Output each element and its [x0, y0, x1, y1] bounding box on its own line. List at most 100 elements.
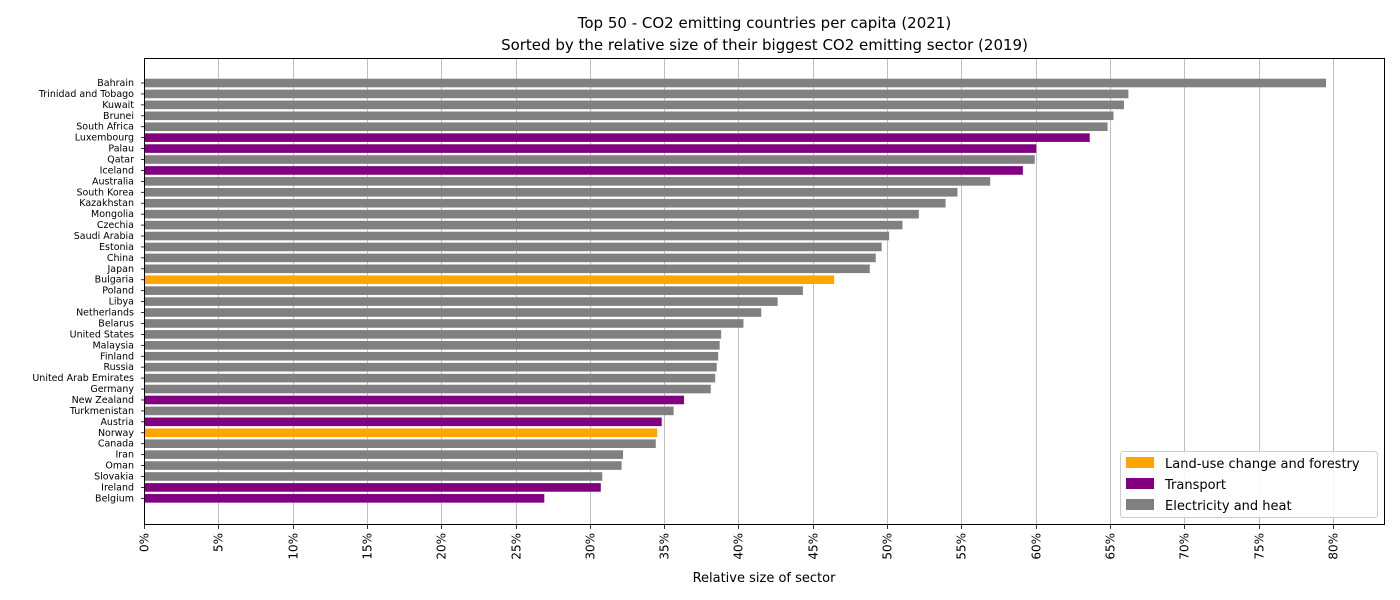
x-tick-label: 10%: [287, 533, 301, 560]
y-tick-label: Libya: [109, 297, 134, 308]
x-tick-label: 55%: [955, 533, 969, 560]
y-tick-label: South Korea: [76, 187, 134, 198]
bar: [144, 122, 1108, 132]
y-tick-label: Mongolia: [91, 209, 134, 220]
x-tick-label: 65%: [1104, 533, 1118, 560]
legend-label: Land-use change and forestry: [1165, 457, 1360, 472]
y-tick-label: Kazakhstan: [79, 198, 134, 209]
y-tick-label: Palau: [108, 144, 134, 155]
x-tick-label: 45%: [807, 533, 821, 560]
y-tick-label: Estonia: [99, 242, 134, 253]
x-tick-label: 30%: [584, 533, 598, 560]
chart-title: Top 50 - CO2 emitting countries per capi…: [577, 14, 952, 32]
bar: [144, 341, 720, 350]
y-tick-label: Finland: [100, 351, 134, 362]
y-tick-label: Iceland: [100, 165, 134, 176]
y-tick-label: Saudi Arabia: [74, 231, 134, 242]
legend-swatch: [1126, 478, 1154, 489]
y-tick-label: Kuwait: [102, 100, 134, 111]
bar: [144, 439, 656, 448]
bar: [144, 253, 876, 263]
y-tick-label: Trinidad and Tobago: [38, 89, 134, 100]
legend-box: [1120, 451, 1378, 518]
y-tick-label: South Africa: [76, 122, 134, 133]
bar: [144, 89, 1129, 99]
x-tick-label: 50%: [881, 533, 895, 560]
bar: [144, 362, 717, 372]
y-tick-label: Netherlands: [76, 308, 134, 319]
bar: [144, 220, 903, 230]
y-tick-label: Poland: [102, 286, 134, 297]
bars: [144, 78, 1327, 503]
y-tick-label: Czechia: [97, 220, 134, 231]
bar: [144, 155, 1035, 164]
y-tick-label: Bahrain: [97, 78, 134, 89]
x-tick-label: 0%: [138, 533, 152, 552]
x-tick-label: 75%: [1253, 533, 1267, 560]
bar: [144, 461, 622, 470]
bar: [144, 275, 835, 285]
bar: [144, 483, 601, 492]
y-tick-label: Belgium: [95, 493, 134, 504]
y-tick-label: Bulgaria: [95, 275, 134, 286]
bar: [144, 428, 658, 438]
legend-swatch: [1126, 499, 1154, 510]
y-tick-label: Norway: [98, 428, 134, 439]
bar: [144, 133, 1090, 142]
bar: [144, 242, 882, 252]
y-tick-label: Qatar: [107, 155, 134, 166]
bar: [144, 166, 1023, 175]
plot-frame: [144, 58, 1385, 525]
x-tick-label: 15%: [361, 533, 375, 560]
bar: [144, 450, 624, 459]
y-tick-label: Slovakia: [94, 471, 134, 482]
x-tick-label: 35%: [658, 533, 672, 560]
y-tick-label: United Arab Emirates: [32, 373, 134, 384]
bar: [144, 417, 662, 427]
bar: [144, 286, 803, 295]
bar: [144, 297, 778, 306]
y-tick-label: Japan: [107, 264, 135, 275]
bar: [144, 373, 716, 383]
bar: [144, 472, 603, 481]
bar: [144, 78, 1327, 88]
bar: [144, 100, 1124, 110]
x-tick-label: 5%: [212, 533, 226, 552]
y-tick-label: New Zealand: [72, 395, 134, 406]
bar: [144, 177, 991, 186]
bar: [144, 319, 744, 328]
x-tick-label: 60%: [1030, 533, 1044, 560]
x-tick-label: 70%: [1178, 533, 1192, 560]
y-tick-label: Iran: [115, 450, 134, 461]
legend: Land-use change and forestry Transport Ele…: [1120, 451, 1378, 518]
y-tick-label: China: [107, 253, 134, 264]
y-tick-label: Luxembourg: [75, 133, 134, 144]
x-axis-label: Relative size of sector: [693, 571, 837, 586]
y-tick-label: Russia: [103, 362, 134, 373]
x-tick-label: 20%: [435, 533, 449, 560]
bar: [144, 231, 890, 241]
x-tick-label: 80%: [1327, 533, 1341, 560]
y-tick-label: Brunei: [103, 111, 134, 122]
bar: [144, 406, 674, 416]
y-tick-label: Malaysia: [92, 340, 134, 351]
legend-swatch: [1126, 457, 1154, 468]
legend-label: Electricity and heat: [1165, 499, 1292, 514]
x-tick-label: 40%: [732, 533, 746, 560]
y-tick-label: Ireland: [101, 482, 134, 493]
y-tick-label: Oman: [105, 461, 134, 472]
y-tick-label: United States: [70, 329, 134, 340]
y-tick-label: Turkmenistan: [69, 406, 134, 417]
x-tick-label: 25%: [510, 533, 524, 560]
bar: [144, 330, 722, 339]
y-tick-label: Germany: [90, 384, 134, 395]
bar: [144, 384, 711, 394]
y-tick-label: Belarus: [98, 318, 134, 329]
bar: [144, 395, 684, 405]
y-tick-label: Canada: [98, 439, 134, 450]
y-tick-label: Austria: [100, 417, 134, 428]
bar: [144, 209, 919, 219]
x-tick-labels: 0% 5% 10% 15% 20% 25% 30% 35% 40% 45% 50% 55% 60% 65%…: [138, 525, 1341, 560]
